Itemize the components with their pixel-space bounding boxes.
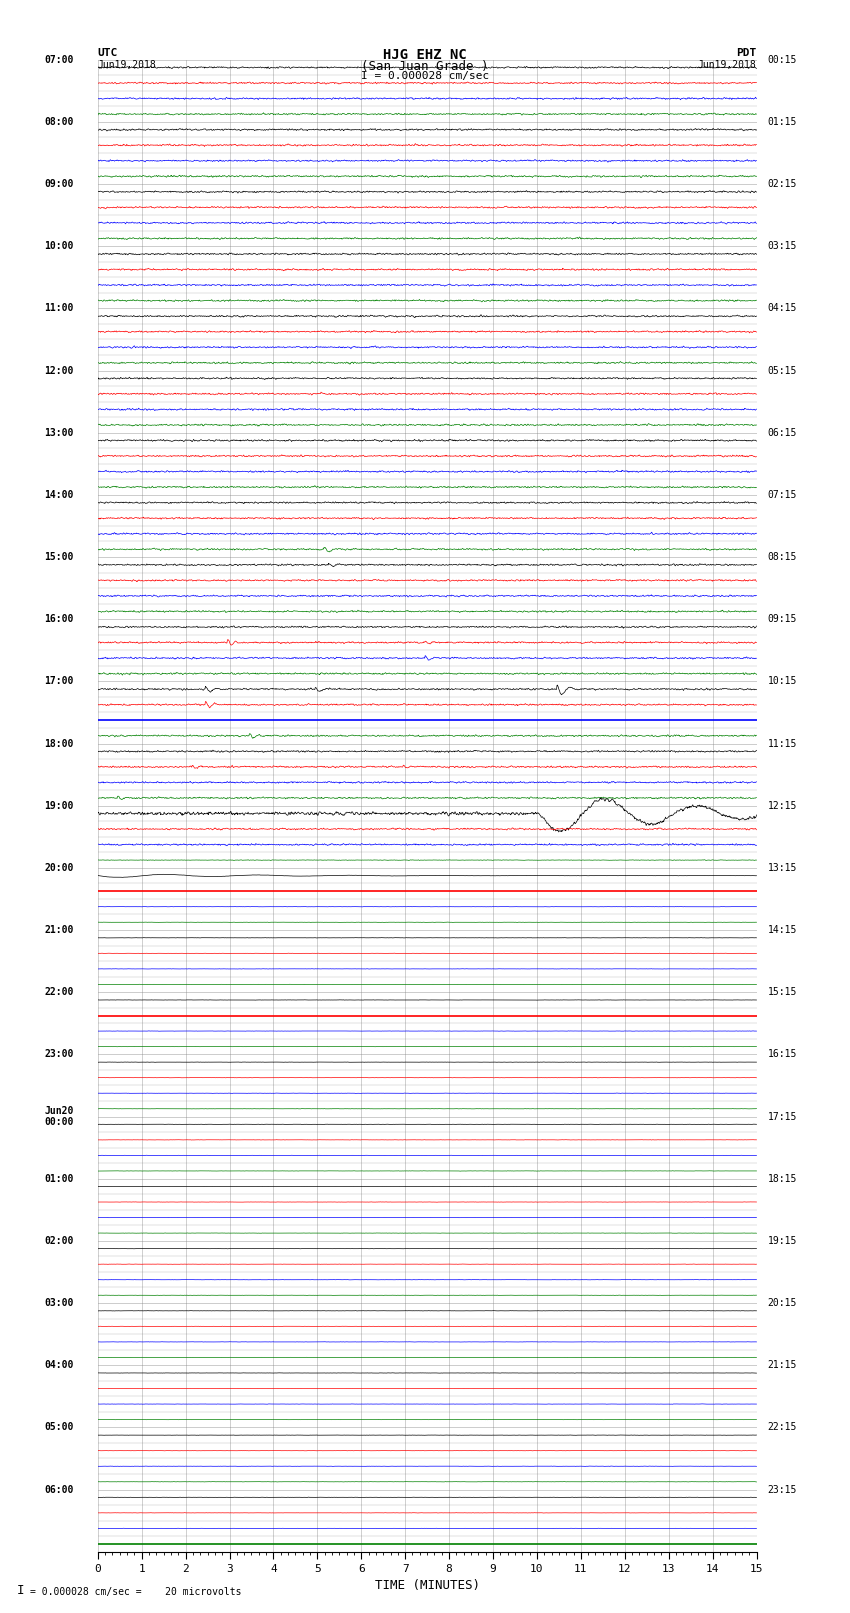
Text: 15:00: 15:00 (44, 552, 74, 561)
Text: 06:00: 06:00 (44, 1484, 74, 1495)
Text: 01:00: 01:00 (44, 1174, 74, 1184)
Text: 09:00: 09:00 (44, 179, 74, 189)
Text: 18:15: 18:15 (768, 1174, 796, 1184)
Text: 11:15: 11:15 (768, 739, 796, 748)
Text: 22:15: 22:15 (768, 1423, 796, 1432)
Text: 20:15: 20:15 (768, 1298, 796, 1308)
Text: 18:00: 18:00 (44, 739, 74, 748)
Text: 23:00: 23:00 (44, 1050, 74, 1060)
Text: 00:15: 00:15 (768, 55, 796, 65)
Text: 16:00: 16:00 (44, 615, 74, 624)
Text: 11:00: 11:00 (44, 303, 74, 313)
Text: 01:15: 01:15 (768, 116, 796, 127)
Text: 05:00: 05:00 (44, 1423, 74, 1432)
Text: 17:00: 17:00 (44, 676, 74, 687)
Text: 02:15: 02:15 (768, 179, 796, 189)
Text: 14:15: 14:15 (768, 924, 796, 936)
Text: 05:15: 05:15 (768, 366, 796, 376)
Text: 04:00: 04:00 (44, 1360, 74, 1369)
Text: (San Juan Grade ): (San Juan Grade ) (361, 60, 489, 73)
Text: 19:00: 19:00 (44, 800, 74, 811)
Text: 14:00: 14:00 (44, 490, 74, 500)
Text: 15:15: 15:15 (768, 987, 796, 997)
Text: = 0.000028 cm/sec =    20 microvolts: = 0.000028 cm/sec = 20 microvolts (30, 1587, 241, 1597)
Text: Jun19,2018: Jun19,2018 (98, 60, 156, 69)
Text: 08:00: 08:00 (44, 116, 74, 127)
Text: 12:15: 12:15 (768, 800, 796, 811)
Text: 03:15: 03:15 (768, 242, 796, 252)
Text: 04:15: 04:15 (768, 303, 796, 313)
Text: 09:15: 09:15 (768, 615, 796, 624)
Text: 07:15: 07:15 (768, 490, 796, 500)
Text: 03:00: 03:00 (44, 1298, 74, 1308)
Text: 12:00: 12:00 (44, 366, 74, 376)
Text: Jun20
00:00: Jun20 00:00 (44, 1107, 74, 1127)
Text: 10:00: 10:00 (44, 242, 74, 252)
Text: PDT: PDT (736, 48, 756, 58)
Text: UTC: UTC (98, 48, 118, 58)
Text: I: I (17, 1584, 25, 1597)
Text: 13:00: 13:00 (44, 427, 74, 437)
X-axis label: TIME (MINUTES): TIME (MINUTES) (375, 1579, 479, 1592)
Text: 23:15: 23:15 (768, 1484, 796, 1495)
Text: HJG EHZ NC: HJG EHZ NC (383, 48, 467, 63)
Text: 20:00: 20:00 (44, 863, 74, 873)
Text: 06:15: 06:15 (768, 427, 796, 437)
Text: 13:15: 13:15 (768, 863, 796, 873)
Text: 21:00: 21:00 (44, 924, 74, 936)
Text: 19:15: 19:15 (768, 1236, 796, 1245)
Text: 10:15: 10:15 (768, 676, 796, 687)
Text: 08:15: 08:15 (768, 552, 796, 561)
Text: 22:00: 22:00 (44, 987, 74, 997)
Text: 07:00: 07:00 (44, 55, 74, 65)
Text: I = 0.000028 cm/sec: I = 0.000028 cm/sec (361, 71, 489, 81)
Text: 17:15: 17:15 (768, 1111, 796, 1121)
Text: 02:00: 02:00 (44, 1236, 74, 1245)
Text: 21:15: 21:15 (768, 1360, 796, 1369)
Text: 16:15: 16:15 (768, 1050, 796, 1060)
Text: Jun19,2018: Jun19,2018 (698, 60, 756, 69)
